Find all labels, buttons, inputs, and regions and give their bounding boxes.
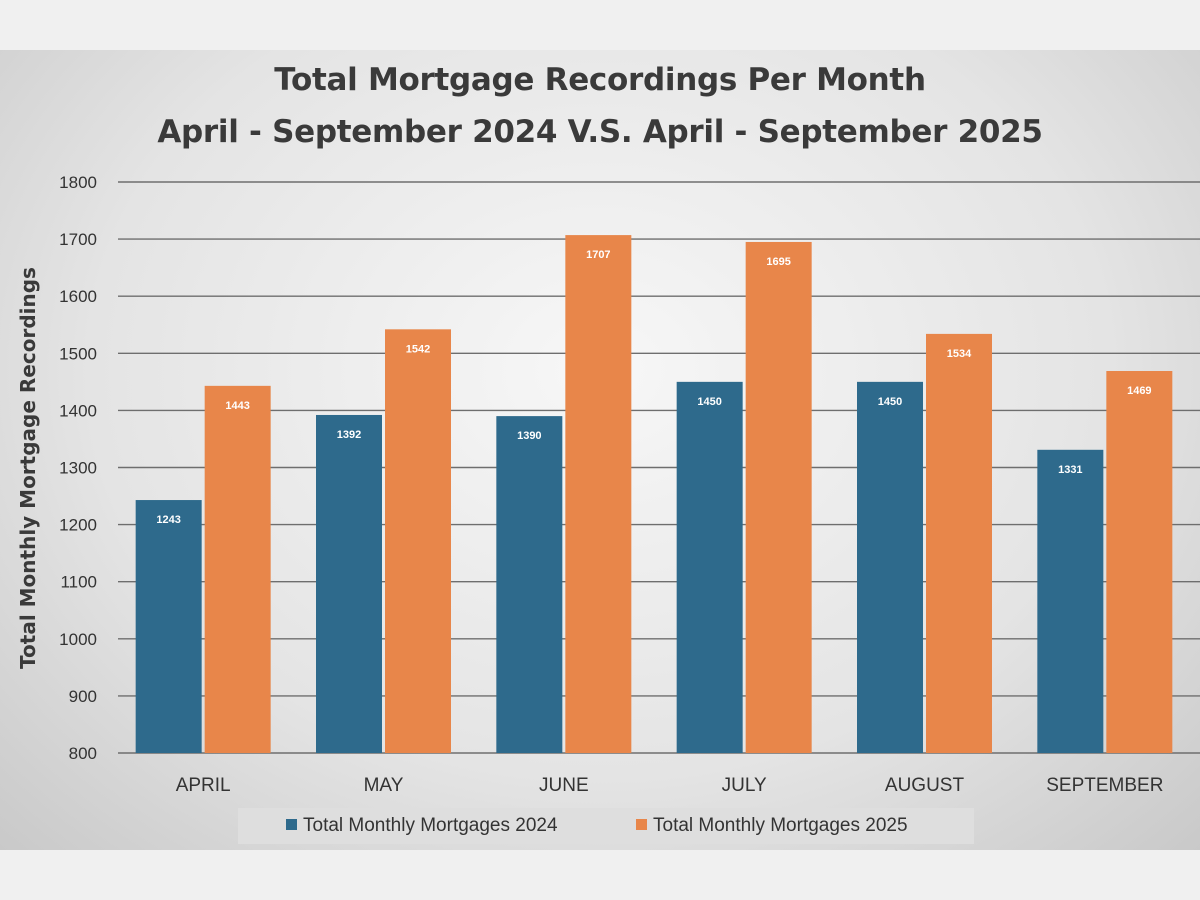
bar-2024: [496, 416, 563, 753]
x-tick-label: SEPTEMBER: [1046, 775, 1163, 796]
bar-2025: [1106, 371, 1173, 753]
x-tick-label: APRIL: [176, 775, 231, 796]
data-label: 1695: [766, 256, 790, 268]
data-label: 1707: [586, 249, 610, 261]
chart-legend: Total Monthly Mortgages 2024 Total Month…: [238, 808, 974, 844]
y-tick-label: 1100: [60, 573, 97, 592]
y-tick-label: 1300: [59, 459, 97, 478]
y-tick-label: 1000: [59, 630, 97, 649]
bar-2025: [745, 241, 812, 753]
data-label: 1450: [878, 396, 902, 408]
data-label: 1542: [406, 343, 430, 355]
y-tick-label: 1400: [59, 401, 97, 420]
x-tick-label: AUGUST: [885, 775, 965, 796]
y-tick-label: 1700: [59, 230, 97, 249]
bar-2024: [857, 381, 923, 753]
bar-2025: [926, 333, 992, 753]
bar-2024: [316, 414, 382, 753]
legend-item-2024: Total Monthly Mortgages 2024: [286, 808, 558, 844]
y-tick-label: 1200: [59, 516, 97, 535]
legend-swatch-2024: [286, 819, 297, 830]
bar-2024: [676, 381, 743, 753]
data-label: 1390: [517, 430, 541, 442]
chart-subtitle: April - September 2024 V.S. April - Sept…: [157, 114, 1043, 150]
y-tick-label: 800: [69, 744, 97, 763]
y-tick-label: 1500: [59, 344, 97, 363]
data-label: 1243: [156, 514, 180, 526]
legend-item-2025: Total Monthly Mortgages 2025: [636, 808, 908, 844]
legend-label-2025: Total Monthly Mortgages 2025: [653, 815, 908, 836]
data-label: 1331: [1058, 464, 1082, 476]
data-label: 1443: [225, 400, 249, 412]
legend-label-2024: Total Monthly Mortgages 2024: [303, 815, 558, 836]
data-label: 1450: [697, 396, 721, 408]
y-tick-label: 900: [69, 687, 97, 706]
bar-2025: [385, 329, 451, 753]
legend-swatch-2025: [636, 819, 647, 830]
x-tick-label: JULY: [722, 775, 767, 796]
x-tick-label: JUNE: [539, 775, 589, 796]
data-label: 1469: [1127, 385, 1151, 397]
y-tick-label: 1600: [59, 287, 97, 306]
data-label: 1534: [947, 348, 972, 360]
bar-2024: [135, 500, 202, 753]
bar-2025: [565, 235, 632, 753]
bar-2025: [204, 385, 271, 753]
data-label: 1392: [337, 429, 361, 441]
y-axis-label: Total Monthly Mortgage Recordings: [16, 267, 40, 669]
bar-2024: [1037, 449, 1104, 753]
y-tick-label: 1800: [59, 173, 97, 192]
x-tick-label: MAY: [364, 775, 404, 796]
chart-title: Total Mortgage Recordings Per Month: [274, 62, 926, 98]
